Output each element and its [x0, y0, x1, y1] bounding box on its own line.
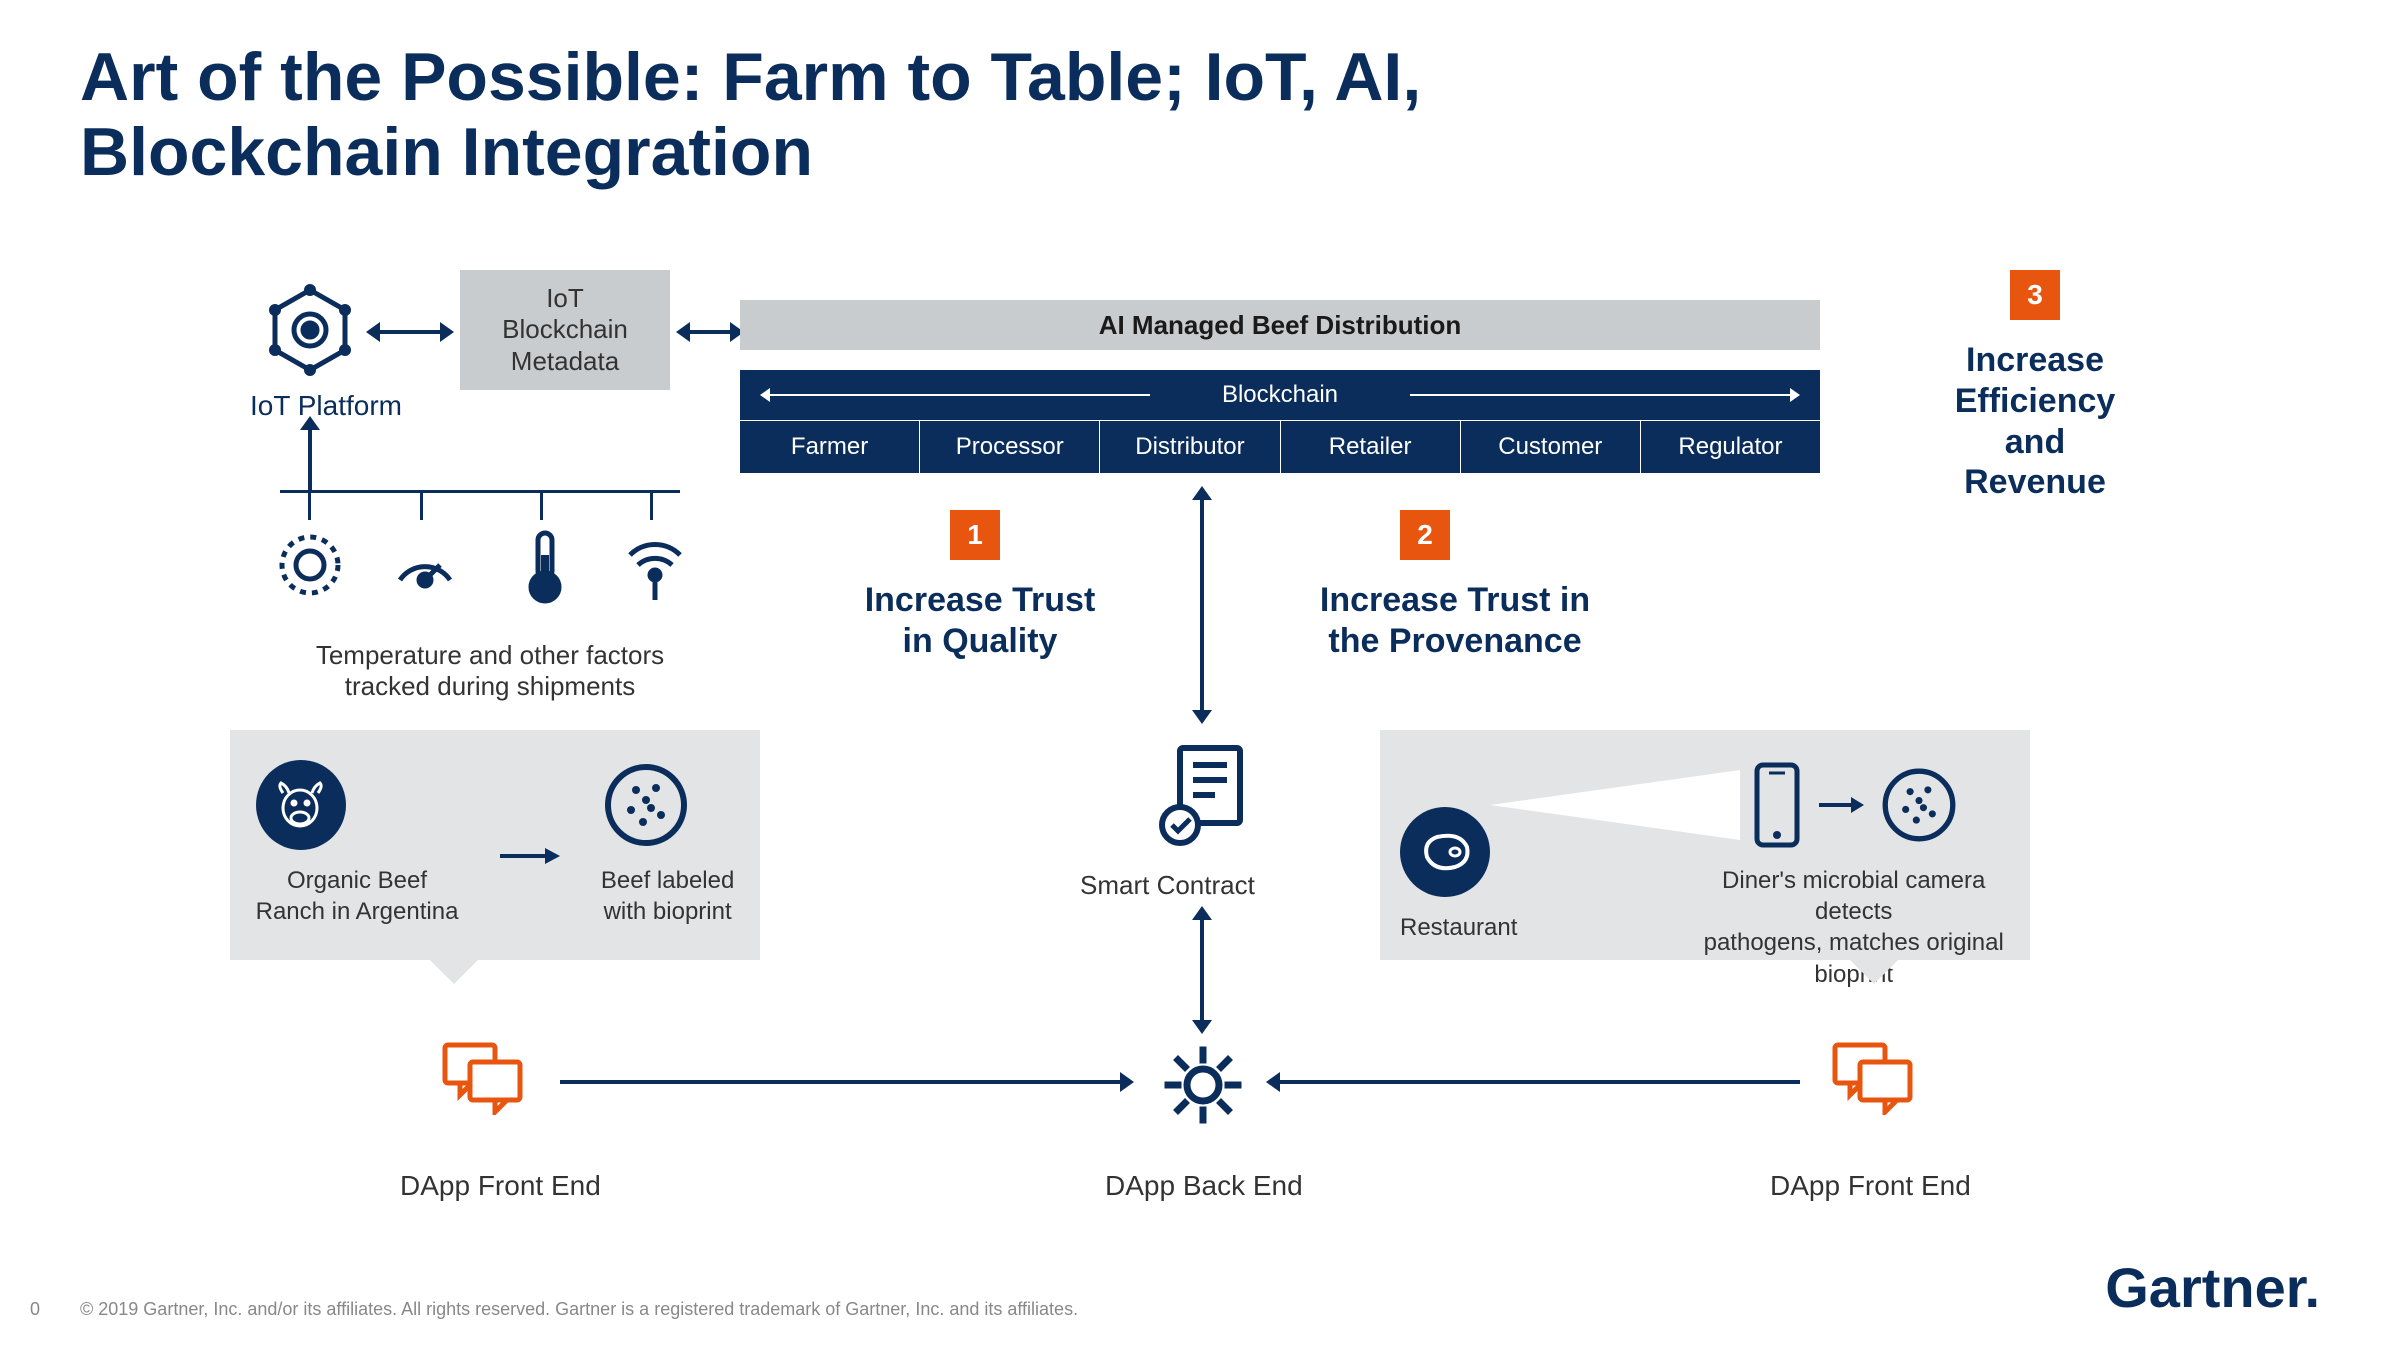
card-restaurant: Restaurant Diner's microbial camera dete…: [1380, 730, 2030, 960]
tick-2: [420, 490, 423, 520]
role-regulator: Regulator: [1641, 421, 1820, 473]
light-beam: [1490, 770, 1740, 840]
steak-icon: [1400, 807, 1490, 897]
arrow-phone-bioprint: [1819, 795, 1864, 815]
benefit-1: Increase Trustin Quality: [830, 580, 1130, 662]
bioprint-icon: [601, 760, 734, 850]
blockchain-arrow-left: [770, 394, 1150, 396]
roles-row: Farmer Processor Distributor Retailer Cu…: [740, 420, 1820, 473]
role-distributor: Distributor: [1100, 421, 1280, 473]
role-processor: Processor: [920, 421, 1100, 473]
tick-1: [308, 490, 311, 520]
gartner-logo: Gartner: [2105, 1255, 2320, 1320]
tick-3: [540, 490, 543, 520]
arrow-cow-bioprint: [500, 821, 560, 866]
bioprint-icon-2: [1879, 765, 1959, 845]
page-title: Art of the Possible: Farm to Table; IoT,…: [80, 40, 1421, 190]
sensor-line: [280, 490, 680, 493]
bioprint-text: Beef labeledwith bioprint: [601, 865, 734, 927]
benefit-2: Increase Trust inthe Provenance: [1290, 580, 1620, 662]
dapp-back-label: DApp Back End: [1105, 1170, 1303, 1202]
card-organic-beef: Organic BeefRanch in Argentina Beef labe…: [230, 730, 760, 960]
gear-icon: [1158, 1040, 1248, 1130]
restaurant-text: Restaurant: [1400, 912, 1517, 943]
benefit-3: Increase Efficiency and Revenue: [1920, 340, 2150, 503]
badge-1: 1: [950, 510, 1000, 560]
blockchain-band: Blockchain Farmer Processor Distributor …: [740, 370, 1820, 473]
arrow-dapp-right-gear: [1280, 1080, 1800, 1084]
dapp-front-left-label: DApp Front End: [400, 1170, 601, 1202]
ai-managed-band: AI Managed Beef Distribution: [740, 300, 1820, 350]
dapp-front-right-label: DApp Front End: [1770, 1170, 1971, 1202]
badge-3: 3: [2010, 270, 2060, 320]
blockchain-arrow-right: [1410, 394, 1790, 396]
title-line2: Blockchain Integration: [80, 114, 813, 190]
iot-platform-label: IoT Platform: [250, 390, 402, 422]
metadata-text: IoT Blockchain Metadata: [502, 283, 628, 377]
dapp-chat-icon-left: [440, 1040, 525, 1115]
diner-text: Diner's microbial camera detectspathogen…: [1697, 865, 2010, 990]
ai-band-text: AI Managed Beef Distribution: [1099, 310, 1462, 341]
role-retailer: Retailer: [1281, 421, 1461, 473]
cow-icon: [256, 760, 346, 850]
dapp-chat-icon-right: [1830, 1040, 1915, 1115]
blockchain-label: Blockchain: [1222, 381, 1338, 409]
badge-2: 2: [1400, 510, 1450, 560]
organic-text: Organic BeefRanch in Argentina: [256, 865, 459, 927]
title-line1: Art of the Possible: Farm to Table; IoT,…: [80, 39, 1421, 115]
speedometer-icon: [390, 530, 460, 600]
tick-4: [650, 490, 653, 520]
arrow-dapp-left-gear: [560, 1080, 1120, 1084]
metadata-box: IoT Blockchain Metadata: [460, 270, 670, 390]
smart-contract-icon: [1155, 740, 1250, 850]
role-farmer: Farmer: [740, 421, 920, 473]
page-number: 0: [30, 1299, 40, 1320]
arrow-iot-metadata: [380, 330, 440, 334]
arrow-sensors-iot: [308, 430, 312, 490]
copyright-footer: © 2019 Gartner, Inc. and/or its affiliat…: [80, 1299, 1078, 1320]
arrow-blockchain-smartcontract: [1200, 500, 1204, 710]
arrow-metadata-ai: [690, 330, 730, 334]
role-customer: Customer: [1461, 421, 1641, 473]
wifi-icon: [620, 525, 690, 605]
shipment-text: Temperature and other factors tracked du…: [280, 640, 700, 702]
smart-contract-label: Smart Contract: [1080, 870, 1255, 901]
sensor-gauge-icon: [275, 530, 345, 600]
iot-platform-icon: [260, 280, 360, 380]
phone-icon: [1749, 760, 1804, 850]
arrow-smartcontract-gear: [1200, 920, 1204, 1020]
thermometer-icon: [520, 525, 570, 605]
